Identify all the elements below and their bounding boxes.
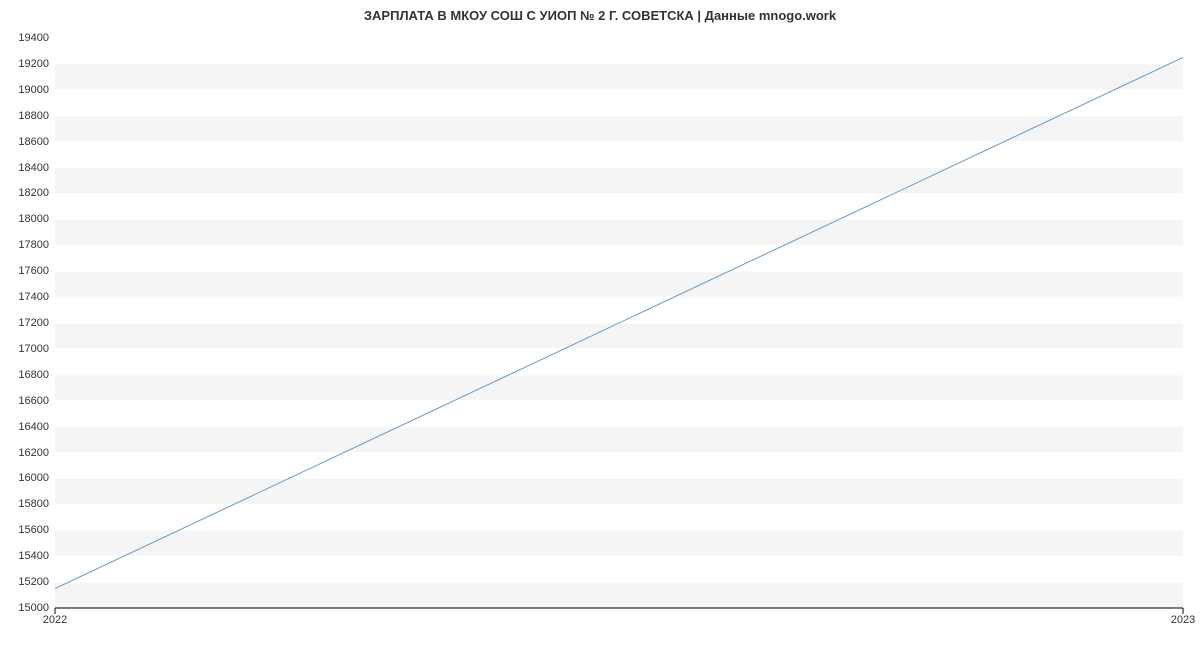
x-tick-label: 2022 bbox=[43, 608, 67, 626]
y-tick-label: 19400 bbox=[18, 32, 55, 44]
y-tick-label: 16600 bbox=[18, 395, 55, 407]
y-tick-label: 16400 bbox=[18, 421, 55, 433]
y-tick-label: 19200 bbox=[18, 58, 55, 70]
y-tick-label: 15400 bbox=[18, 550, 55, 562]
y-tick-label: 18200 bbox=[18, 187, 55, 199]
y-tick-label: 19000 bbox=[18, 84, 55, 96]
y-tick-label: 15600 bbox=[18, 524, 55, 536]
y-tick-label: 18600 bbox=[18, 136, 55, 148]
y-tick-label: 18000 bbox=[18, 213, 55, 225]
y-tick-label: 15800 bbox=[18, 498, 55, 510]
y-tick-label: 15200 bbox=[18, 576, 55, 588]
y-tick-label: 16000 bbox=[18, 472, 55, 484]
y-tick-label: 17800 bbox=[18, 239, 55, 251]
y-tick-label: 16800 bbox=[18, 369, 55, 381]
salary-chart: ЗАРПЛАТА В МКОУ СОШ С УИОП № 2 Г. СОВЕТС… bbox=[0, 0, 1200, 650]
y-tick-label: 17400 bbox=[18, 291, 55, 303]
x-tick-label: 2023 bbox=[1171, 608, 1195, 626]
chart-title: ЗАРПЛАТА В МКОУ СОШ С УИОП № 2 Г. СОВЕТС… bbox=[0, 8, 1200, 23]
y-tick-label: 17600 bbox=[18, 265, 55, 277]
plot-area: 1500015200154001560015800160001620016400… bbox=[55, 38, 1183, 608]
y-tick-label: 17000 bbox=[18, 343, 55, 355]
y-tick-label: 18800 bbox=[18, 110, 55, 122]
plot-svg bbox=[55, 38, 1183, 616]
y-tick-label: 16200 bbox=[18, 447, 55, 459]
y-tick-label: 18400 bbox=[18, 162, 55, 174]
y-tick-label: 17200 bbox=[18, 317, 55, 329]
